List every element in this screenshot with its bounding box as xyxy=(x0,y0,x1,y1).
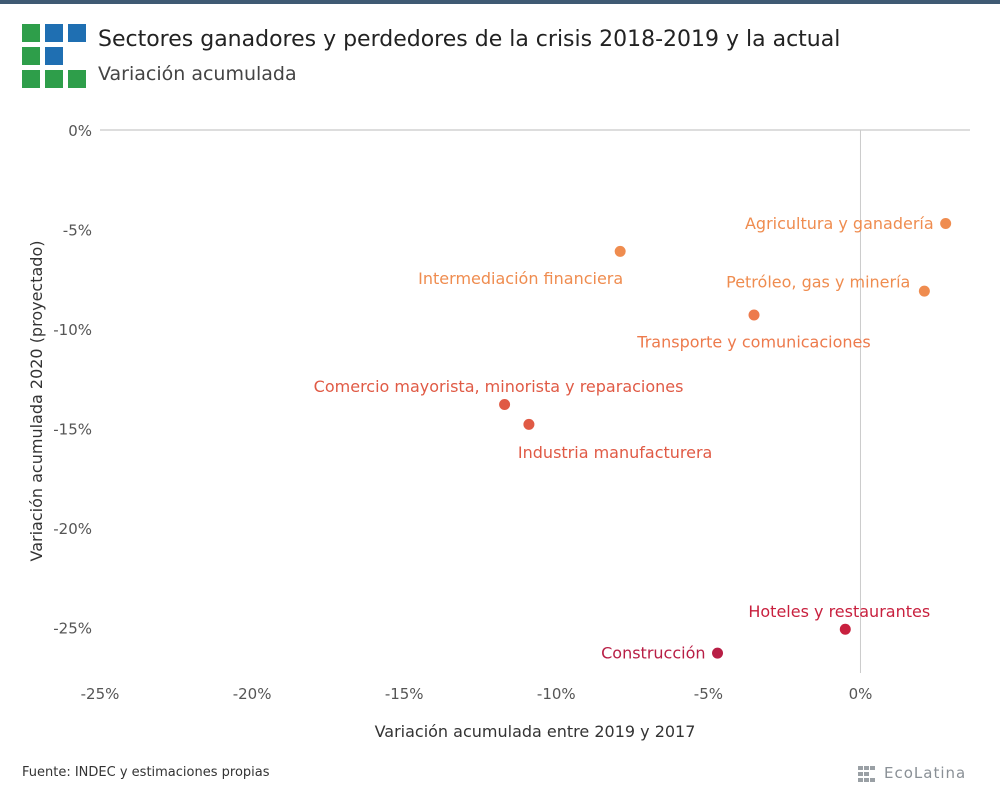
y-tick-label: -25% xyxy=(53,619,92,637)
data-point xyxy=(499,398,511,410)
y-axis-label: Variación acumulada 2020 (proyectado) xyxy=(27,241,46,562)
data-point xyxy=(523,418,535,430)
logo-grid-icon xyxy=(22,24,88,90)
data-point-label: Comercio mayorista, minorista y reparaci… xyxy=(314,377,684,396)
chart-subtitle: Variación acumulada xyxy=(98,63,297,85)
data-point xyxy=(839,623,851,635)
data-point-label: Construcción xyxy=(601,644,705,663)
data-point xyxy=(712,647,724,659)
data-point xyxy=(940,217,952,229)
y-tick-label: -5% xyxy=(63,221,92,239)
x-tick-label: -5% xyxy=(694,685,723,703)
brand-mark-icon xyxy=(858,766,876,782)
data-point xyxy=(748,309,760,321)
data-point-label: Agricultura y ganadería xyxy=(745,214,934,233)
x-tick-label: 0% xyxy=(849,685,873,703)
y-tick-label: 0% xyxy=(68,122,92,140)
data-point-label: Petróleo, gas y minería xyxy=(726,273,910,292)
x-tick-label: -25% xyxy=(81,685,120,703)
brand-name: EcoLatina xyxy=(884,764,967,782)
x-tick-label: -20% xyxy=(233,685,272,703)
data-point-label: Transporte y comunicaciones xyxy=(636,333,870,352)
x-tick-label: -15% xyxy=(385,685,424,703)
data-point xyxy=(614,245,626,257)
data-point-label: Hoteles y restaurantes xyxy=(748,602,930,621)
top-accent-bar xyxy=(0,0,1000,4)
source-note: Fuente: INDEC y estimaciones propias xyxy=(22,765,270,780)
y-tick-label: -10% xyxy=(53,321,92,339)
x-tick-label: -10% xyxy=(537,685,576,703)
chart-title: Sectores ganadores y perdedores de la cr… xyxy=(98,27,841,52)
y-tick-label: -15% xyxy=(53,420,92,438)
data-point-label: Industria manufacturera xyxy=(518,443,712,462)
x-axis-label: Variación acumulada entre 2019 y 2017 xyxy=(375,722,696,741)
data-point-label: Intermediación financiera xyxy=(418,269,623,288)
data-point xyxy=(918,285,930,297)
y-tick-label: -20% xyxy=(53,520,92,538)
